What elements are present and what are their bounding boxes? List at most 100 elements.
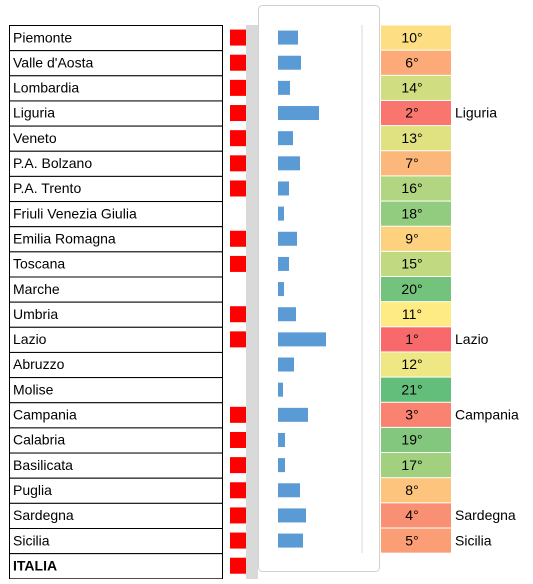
flag [230, 105, 246, 122]
rank-cell [381, 327, 451, 352]
side-label: Liguria [455, 105, 497, 121]
flag [230, 532, 246, 549]
rank: 19° [401, 432, 422, 448]
rank-cell [381, 377, 451, 402]
rank: 13° [401, 130, 422, 146]
bar [278, 131, 293, 146]
region-name: Basilicata [13, 457, 73, 473]
flag [230, 79, 246, 96]
rank: 20° [401, 281, 422, 297]
region-name: Molise [13, 381, 54, 397]
region-name: Puglia [13, 482, 52, 498]
rank: 21° [401, 381, 422, 397]
rank-cell [381, 50, 451, 75]
rank: 2° [405, 105, 418, 121]
bar [278, 533, 303, 548]
bar [278, 206, 284, 221]
rank: 6° [405, 54, 418, 70]
bar [278, 156, 300, 171]
region-name: Campania [13, 407, 77, 423]
rank-cell [381, 453, 451, 478]
region-name: Veneto [13, 130, 57, 146]
name-cell [9, 125, 223, 152]
flag [230, 331, 246, 348]
flag [230, 431, 246, 448]
flag [230, 406, 246, 423]
region-name: Lazio [13, 331, 47, 347]
region-name: Sicilia [13, 532, 50, 548]
chart-panel [258, 5, 380, 572]
name-cell [9, 502, 223, 530]
flag [230, 255, 246, 272]
bar [278, 332, 326, 347]
rank-cell [381, 352, 451, 377]
bar [278, 30, 298, 45]
rank-cell [381, 251, 451, 276]
bar [278, 458, 285, 473]
rank-cell [381, 528, 451, 553]
bar [278, 382, 283, 397]
bar [278, 55, 301, 70]
name-cell [9, 326, 223, 353]
rank-cell [381, 402, 451, 427]
region-name: P.A. Trento [13, 180, 81, 196]
rank: 5° [405, 532, 418, 548]
rank-cell [381, 302, 451, 327]
flag [230, 230, 246, 247]
region-name: P.A. Bolzano [13, 155, 92, 171]
rank: 14° [401, 80, 422, 96]
flag [230, 54, 246, 71]
rank: 18° [401, 205, 422, 221]
rank-cell [381, 126, 451, 151]
flag [230, 507, 246, 524]
name-cell [9, 226, 223, 253]
rank: 9° [405, 230, 418, 246]
rank: 4° [405, 507, 418, 523]
name-cell [9, 553, 223, 580]
rank: 10° [401, 29, 422, 45]
rank: 12° [401, 356, 422, 372]
name-cell [9, 150, 223, 177]
bar [278, 106, 319, 121]
rank-cell [381, 25, 451, 50]
flag [230, 482, 246, 499]
flag [230, 180, 246, 197]
name-cell [9, 175, 223, 203]
bar [278, 407, 308, 422]
rank-cell [381, 503, 451, 528]
side-label: Sardegna [455, 507, 516, 523]
gray-column [246, 25, 258, 579]
region-name: Marche [13, 281, 60, 297]
bar [278, 357, 294, 372]
flag [230, 557, 246, 574]
region-name: Valle d'Aosta [13, 54, 93, 70]
side-label: Sicilia [455, 532, 492, 548]
region-name: ITALIA [13, 557, 57, 573]
name-cell [9, 301, 223, 328]
name-cell [9, 201, 223, 228]
rank-cell [381, 226, 451, 251]
name-cell [9, 251, 223, 278]
rank-cell [381, 176, 451, 201]
name-cell [9, 477, 223, 504]
side-label: Lazio [455, 331, 489, 347]
bar [278, 432, 285, 447]
rank-cell [381, 100, 451, 126]
name-cell [9, 276, 223, 303]
flag [230, 155, 246, 172]
flag [230, 130, 246, 147]
name-cell [9, 100, 223, 127]
region-name: Sardegna [13, 507, 74, 523]
side-label: Campania [455, 407, 519, 423]
bar [278, 231, 297, 246]
rank-cell [381, 151, 451, 176]
rank-cell [381, 478, 451, 503]
region-name: Calabria [13, 432, 65, 448]
rank-cell [381, 427, 451, 453]
rank: 15° [401, 256, 422, 272]
region-name: Emilia Romagna [13, 230, 116, 246]
bar [278, 80, 290, 95]
region-name: Lombardia [13, 80, 79, 96]
rank: 1° [405, 331, 418, 347]
